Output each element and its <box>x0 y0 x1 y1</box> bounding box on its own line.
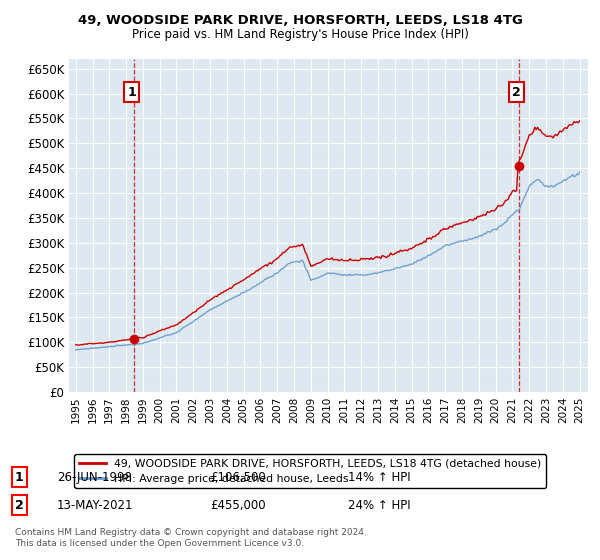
Text: £455,000: £455,000 <box>210 498 266 512</box>
Text: 2: 2 <box>15 498 24 512</box>
Text: Contains HM Land Registry data © Crown copyright and database right 2024.
This d: Contains HM Land Registry data © Crown c… <box>15 528 367 548</box>
Legend: 49, WOODSIDE PARK DRIVE, HORSFORTH, LEEDS, LS18 4TG (detached house), HPI: Avera: 49, WOODSIDE PARK DRIVE, HORSFORTH, LEED… <box>74 454 546 488</box>
Text: Price paid vs. HM Land Registry's House Price Index (HPI): Price paid vs. HM Land Registry's House … <box>131 28 469 41</box>
Text: £106,500: £106,500 <box>210 470 266 484</box>
Text: 1: 1 <box>127 86 136 99</box>
Text: 14% ↑ HPI: 14% ↑ HPI <box>348 470 410 484</box>
Text: 1: 1 <box>15 470 24 484</box>
Text: 26-JUN-1998: 26-JUN-1998 <box>57 470 132 484</box>
Text: 13-MAY-2021: 13-MAY-2021 <box>57 498 133 512</box>
Text: 24% ↑ HPI: 24% ↑ HPI <box>348 498 410 512</box>
Text: 2: 2 <box>512 86 520 99</box>
Text: 49, WOODSIDE PARK DRIVE, HORSFORTH, LEEDS, LS18 4TG: 49, WOODSIDE PARK DRIVE, HORSFORTH, LEED… <box>77 14 523 27</box>
